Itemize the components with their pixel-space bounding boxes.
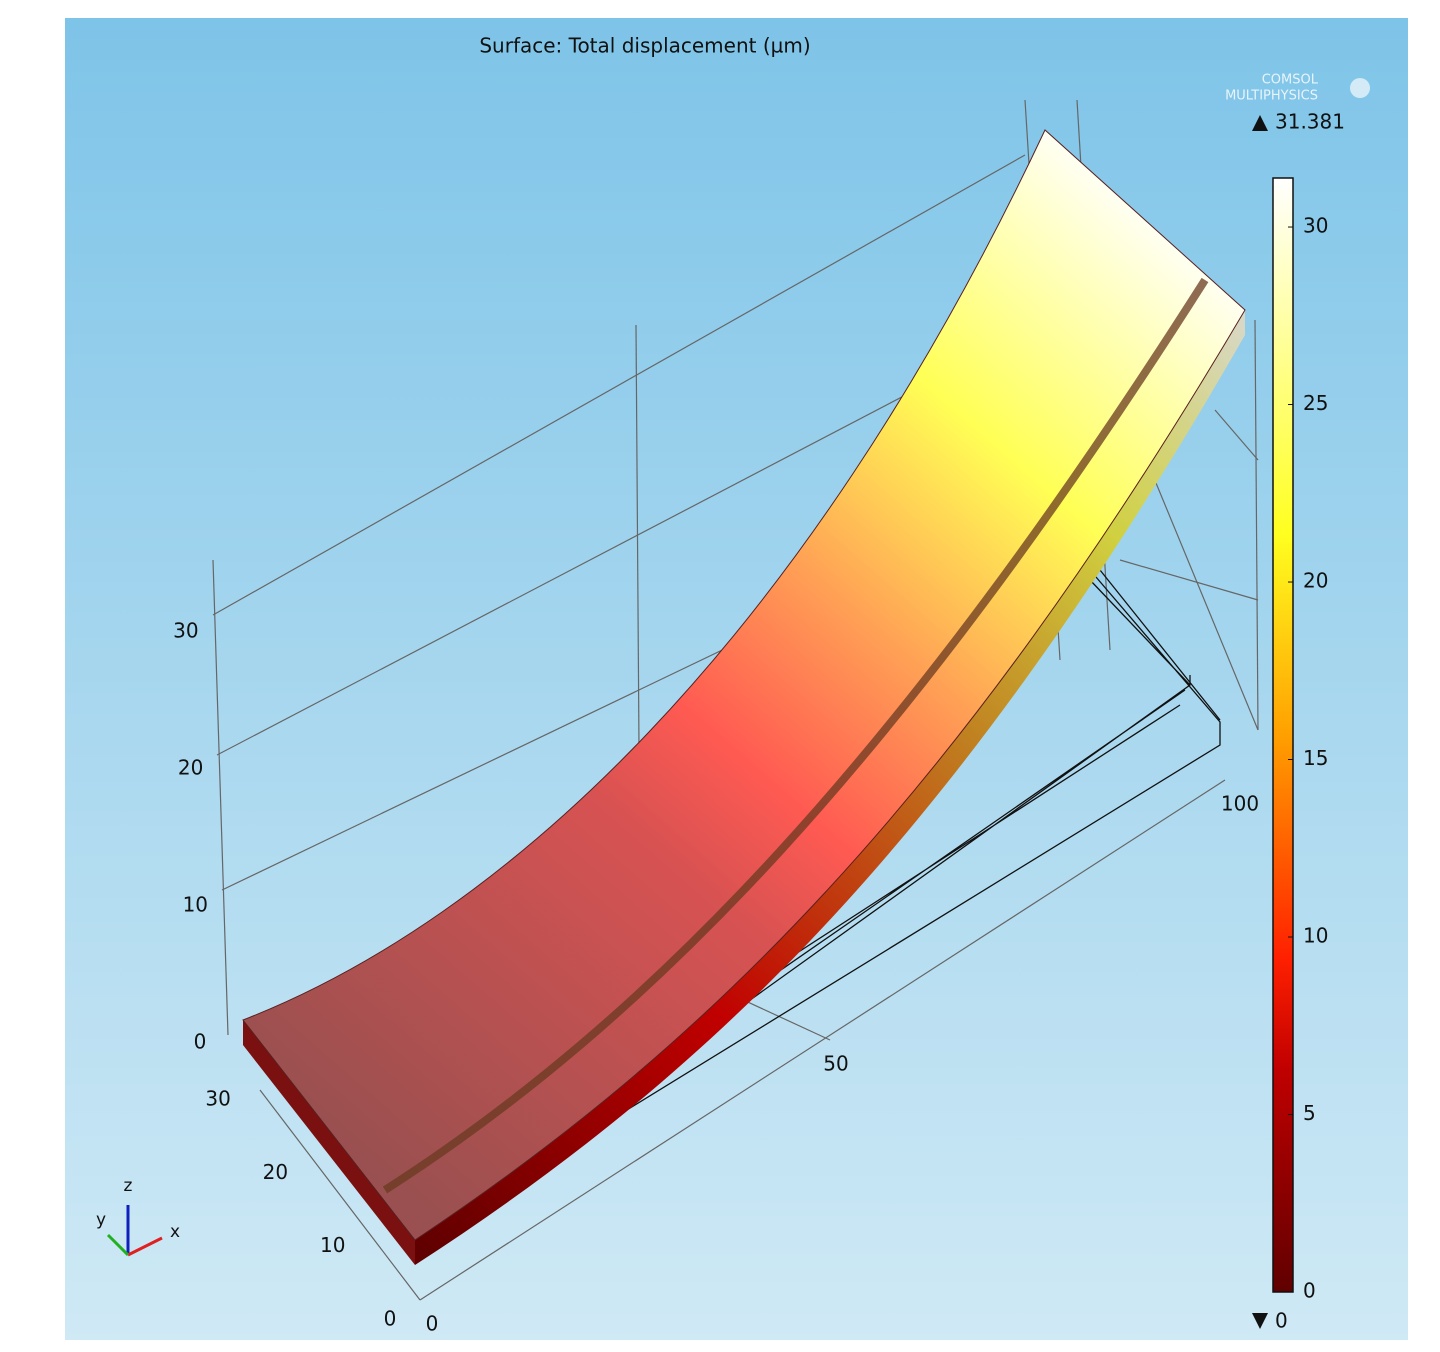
y-tick-label: 30	[205, 1087, 230, 1111]
triad-label: z	[124, 1176, 133, 1196]
y-tick-label: 20	[263, 1160, 288, 1184]
colorbar-tick-label: 15	[1303, 746, 1328, 770]
logo-line: MULTIPHYSICS	[1225, 89, 1318, 104]
z-tick-label: 0	[194, 1030, 207, 1054]
colorbar-tick-label: 30	[1303, 214, 1328, 238]
logo-line: COMSOL	[1262, 73, 1319, 88]
x-tick-label: 50	[823, 1052, 848, 1076]
x-tick-label: 100	[1221, 792, 1259, 816]
colorbar-tick-label: 5	[1303, 1101, 1316, 1125]
z-tick-label: 30	[173, 619, 198, 643]
colorbar-min: 0	[1275, 1309, 1288, 1333]
colorbar-tick-label: 10	[1303, 924, 1328, 948]
colorbar	[1273, 178, 1293, 1292]
plot-title: Surface: Total displacement (µm)	[479, 34, 810, 58]
page: {"header": {"title": "Surface: Total dis…	[0, 0, 1440, 1347]
colorbar-max: 31.381	[1275, 110, 1345, 134]
colorbar-tick-label: 25	[1303, 391, 1328, 415]
colorbar-tick-label: 20	[1303, 569, 1328, 593]
plot-window: Surface: Total displacement (µm) COMSOL …	[0, 0, 1440, 1347]
x-tick-label: 0	[426, 1312, 439, 1336]
z-tick-label: 20	[178, 756, 203, 780]
z-tick-label: 10	[183, 893, 208, 917]
y-tick-label: 0	[384, 1307, 397, 1331]
colorbar-tick-label: 0	[1303, 1279, 1316, 1303]
triad-label: y	[96, 1210, 106, 1230]
y-tick-label: 10	[320, 1233, 345, 1257]
logo-icon	[1350, 78, 1370, 98]
triad-label: x	[170, 1222, 180, 1242]
